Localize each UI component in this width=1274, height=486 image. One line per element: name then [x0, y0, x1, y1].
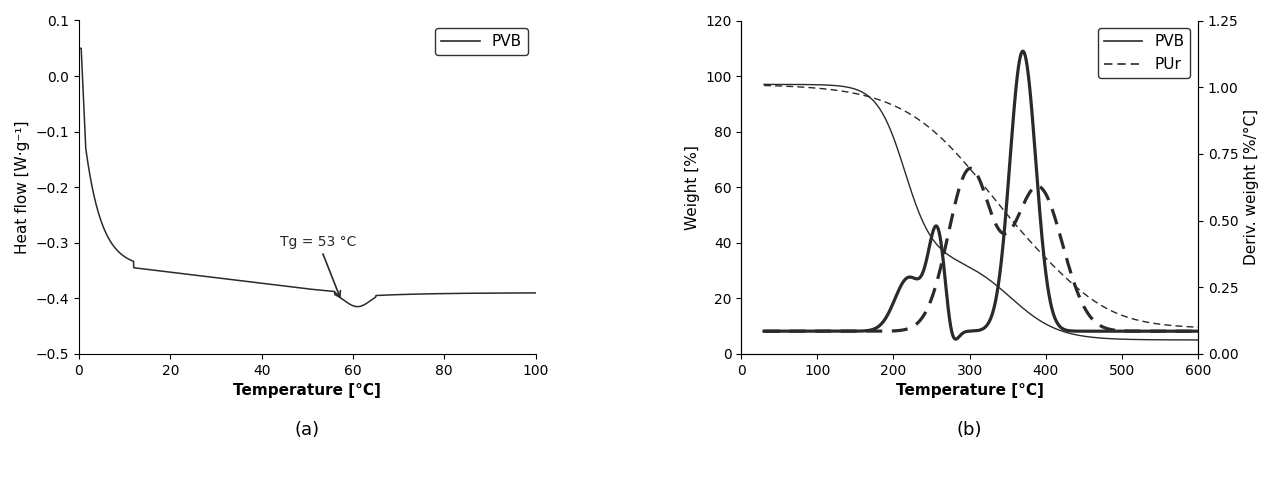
X-axis label: Temperature [°C]: Temperature [°C] [233, 383, 381, 398]
Text: (a): (a) [294, 420, 320, 438]
X-axis label: Temperature [°C]: Temperature [°C] [896, 383, 1043, 398]
Legend: PVB, PUr: PVB, PUr [1098, 28, 1190, 78]
Y-axis label: Weight [%]: Weight [%] [684, 145, 699, 229]
Text: (b): (b) [957, 420, 982, 438]
Y-axis label: Deriv. weight [%/°C]: Deriv. weight [%/°C] [1243, 109, 1259, 265]
Legend: PVB: PVB [436, 28, 527, 55]
Y-axis label: Heat flow [W·g⁻¹]: Heat flow [W·g⁻¹] [15, 121, 31, 254]
Text: Tg = 53 °C: Tg = 53 °C [280, 235, 357, 297]
